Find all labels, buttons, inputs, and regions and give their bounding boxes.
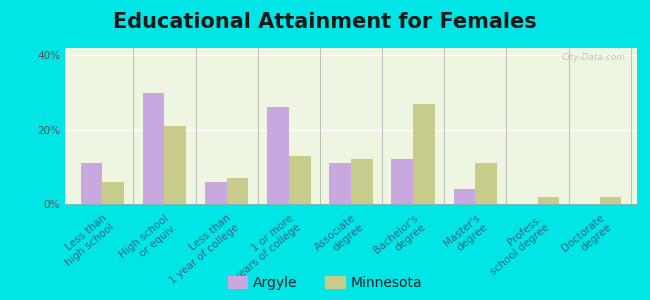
Text: 1 or more
years of college: 1 or more years of college [226,213,303,283]
Bar [454,189,475,204]
Text: Profess.
school degree: Profess. school degree [481,213,551,277]
Text: Bachelor's
degree: Bachelor's degree [372,213,427,265]
Bar [227,178,248,204]
Text: High school
or equiv.: High school or equiv. [118,213,178,269]
Text: Master's
degree: Master's degree [441,213,489,258]
Text: Doctorate
degree: Doctorate degree [560,213,614,263]
Bar [205,182,227,204]
Bar [475,163,497,204]
Bar [391,159,413,204]
Bar [143,93,164,204]
Text: Educational Attainment for Females: Educational Attainment for Females [113,12,537,32]
Bar [289,156,311,204]
Legend: Argyle, Minnesota: Argyle, Minnesota [228,276,422,290]
Text: Less than
high school: Less than high school [57,213,116,268]
Text: Associate
degree: Associate degree [313,213,365,262]
Bar [351,159,372,204]
Bar [164,126,187,204]
Bar [330,163,351,204]
Bar [102,182,124,204]
Text: Less than
1 year of college: Less than 1 year of college [160,213,240,286]
Bar [538,196,559,204]
Bar [600,196,621,204]
Bar [81,163,102,204]
Bar [267,107,289,204]
Bar [413,104,435,204]
Text: City-Data.com: City-Data.com [562,53,625,62]
